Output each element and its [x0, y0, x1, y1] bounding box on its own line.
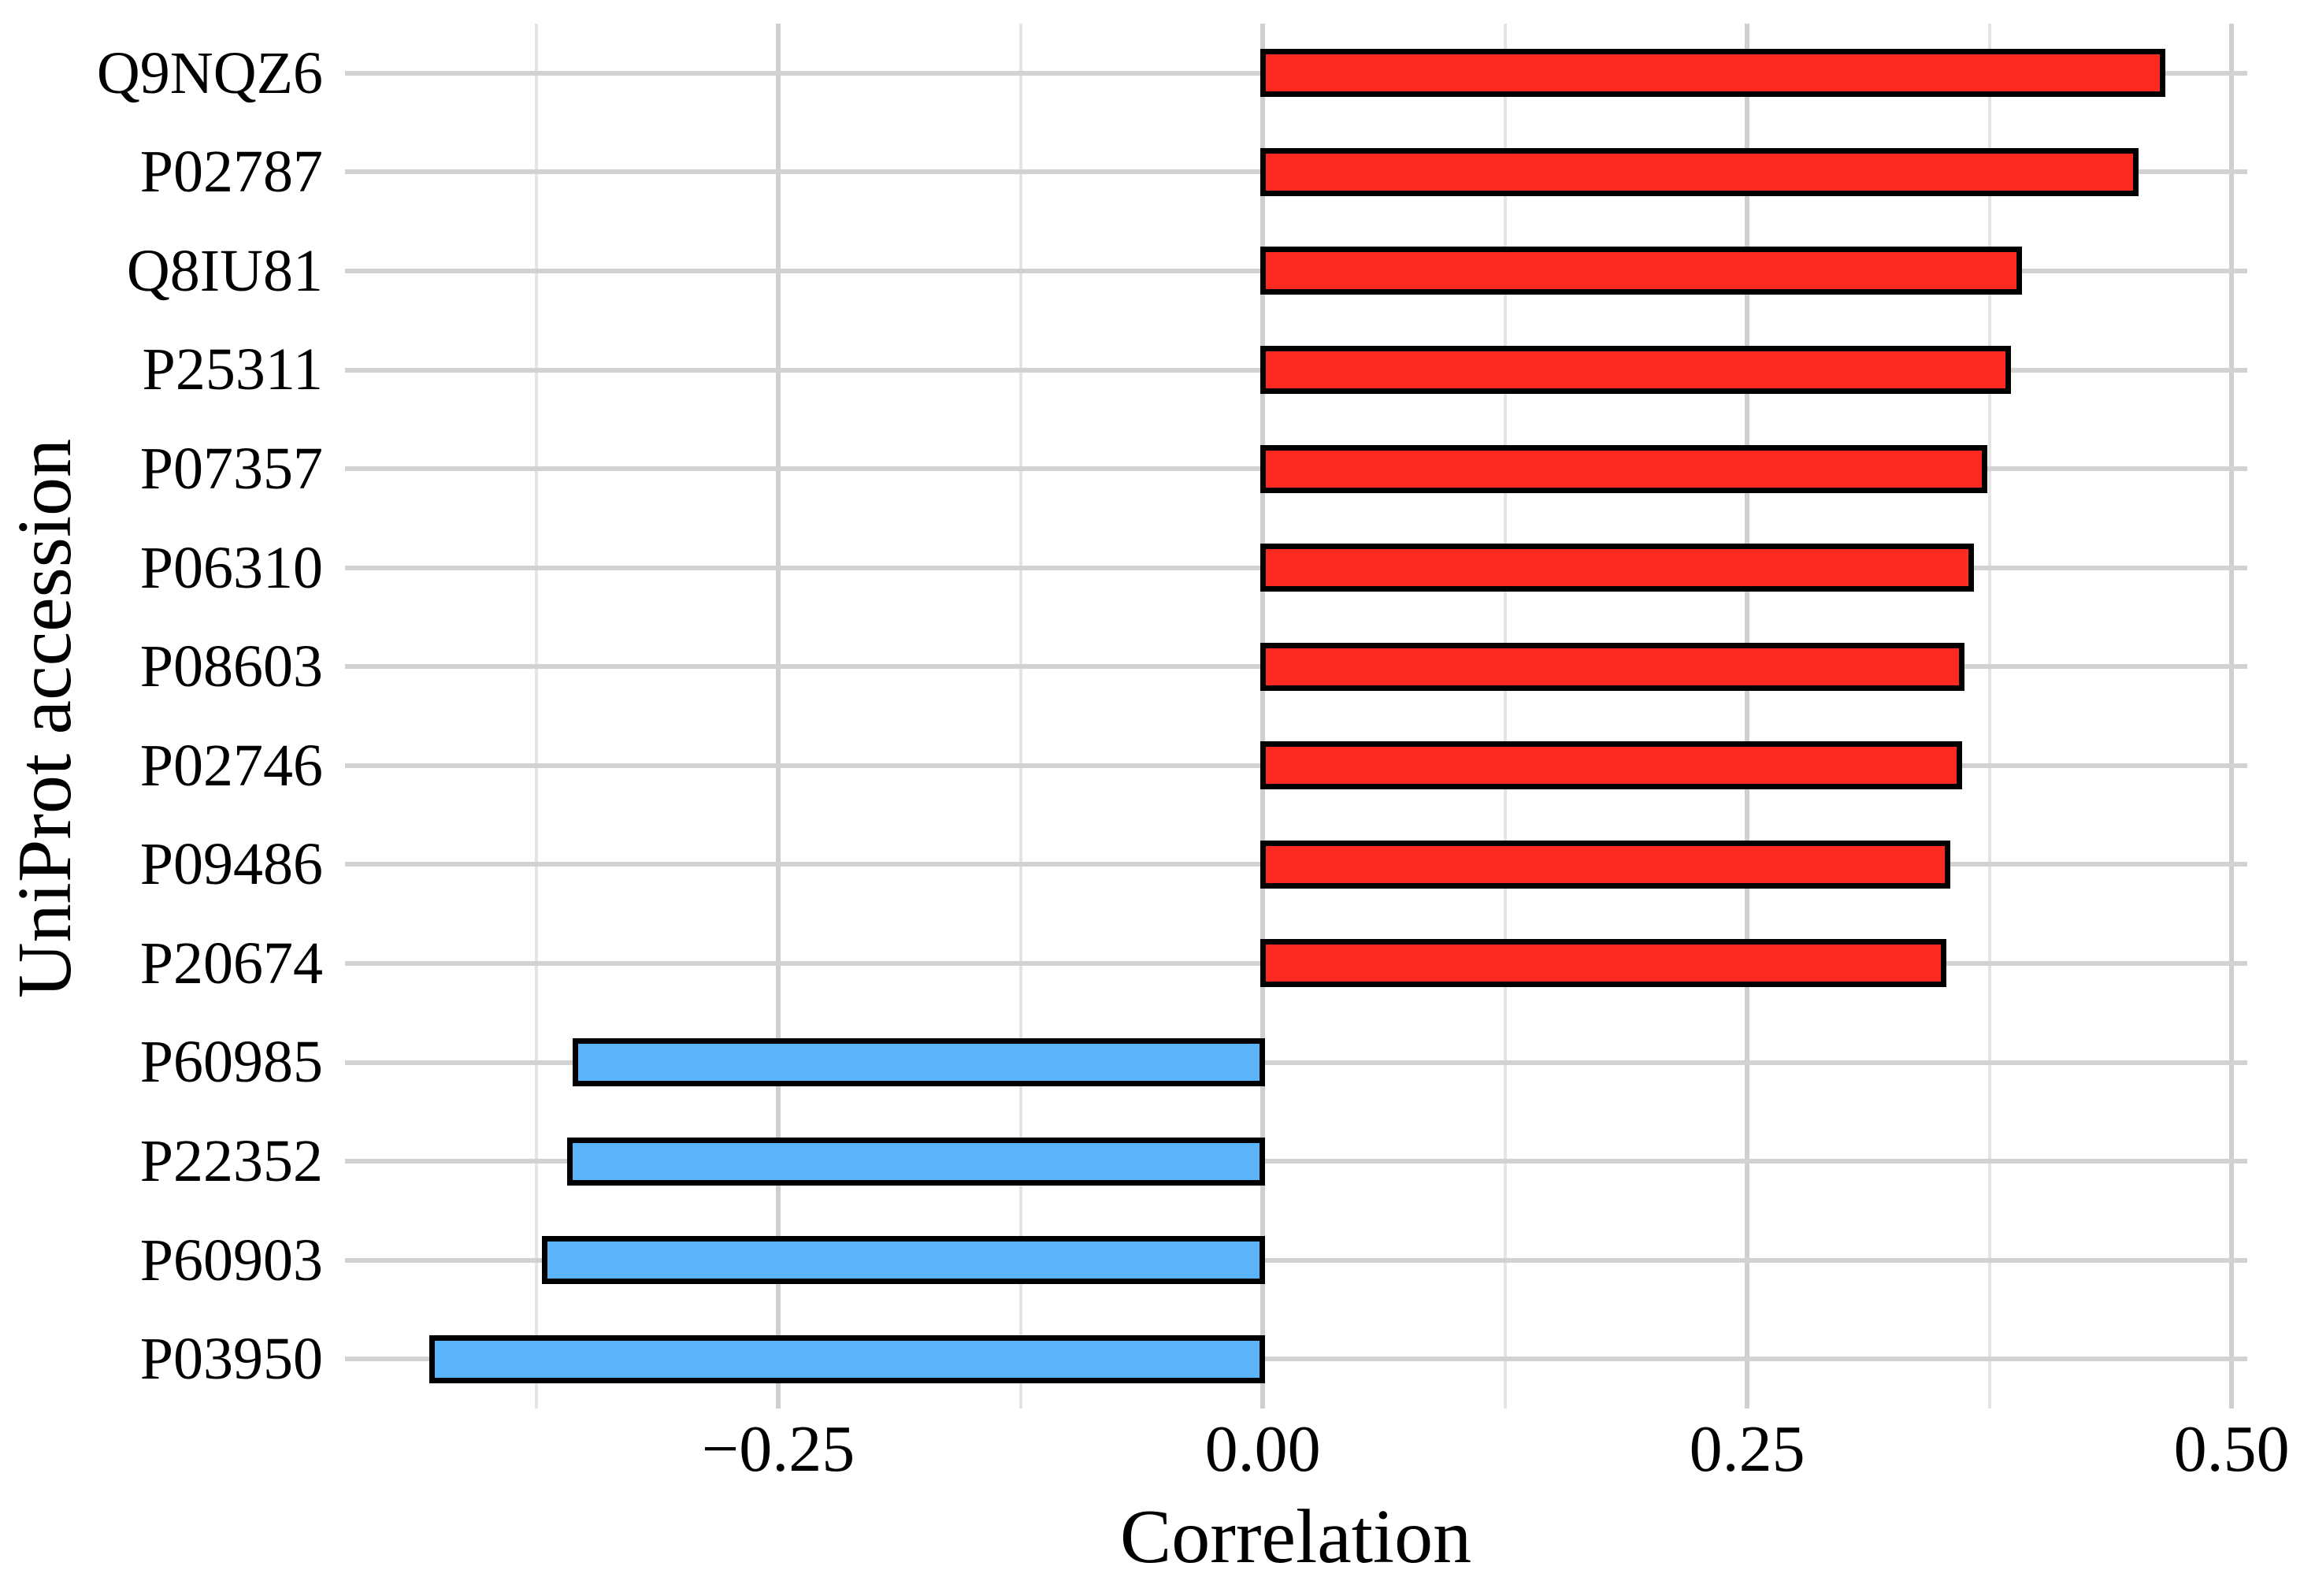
- x-tick-label-−0.25: −0.25: [701, 1412, 855, 1486]
- y-tick-label-P03950: P03950: [139, 1326, 323, 1393]
- gridline-minor-x--0.375: [534, 24, 538, 1409]
- gridline-minor-x-0.125: [1503, 24, 1507, 1409]
- gridline-row: [345, 1060, 2247, 1065]
- bar-P60903: [541, 1236, 1266, 1285]
- y-tick-label-P02787: P02787: [139, 139, 323, 206]
- bar-P60985: [573, 1038, 1266, 1086]
- y-tick-label-P06310: P06310: [139, 534, 323, 601]
- y-tick-label-P60903: P60903: [139, 1227, 323, 1294]
- bar-P09486: [1260, 840, 1951, 889]
- y-tick-label-P02746: P02746: [139, 732, 323, 799]
- gridline-row: [345, 1257, 2247, 1263]
- y-tick-label-Q9NQZ6: Q9NQZ6: [96, 39, 323, 106]
- y-tick-label-Q8IU81: Q8IU81: [126, 237, 323, 304]
- gridline-major-x-0: [1260, 24, 1266, 1409]
- gridline-major-x-0.5: [2229, 24, 2235, 1409]
- y-tick-label-P09486: P09486: [139, 831, 323, 898]
- x-axis-title: Correlation: [1119, 1494, 1472, 1579]
- x-axis-tick-labels: −0.25 0.00 0.25 0.50: [345, 1412, 2290, 1503]
- gridline-row: [345, 1159, 2247, 1164]
- y-tick-label-P25311: P25311: [142, 336, 323, 403]
- y-tick-label-P07357: P07357: [139, 436, 323, 503]
- gridline-major-x--0.25: [776, 24, 781, 1409]
- bar-P22352: [566, 1137, 1266, 1186]
- bar-Q8IU81: [1260, 247, 2023, 295]
- bar-P07357: [1260, 444, 1988, 493]
- bar-P20674: [1260, 939, 1947, 988]
- y-tick-label-P08603: P08603: [139, 633, 323, 700]
- gridline-minor-x--0.125: [1018, 24, 1022, 1409]
- y-tick-label-P20674: P20674: [139, 930, 323, 997]
- bar-P25311: [1260, 346, 2011, 394]
- y-axis-tick-labels: Q9NQZ6 P02787 Q8IU81 P25311 P07357 P06310 P086…: [0, 24, 323, 1409]
- x-tick-label-0.25: 0.25: [1689, 1412, 1805, 1486]
- gridline-row: [345, 1357, 2247, 1362]
- bar-P06310: [1260, 544, 1974, 592]
- bar-P02787: [1260, 147, 2139, 196]
- gridline-minor-x-0.375: [1987, 24, 1991, 1409]
- bar-P03950: [429, 1334, 1266, 1383]
- gridline-major-x-0.25: [1745, 24, 1750, 1409]
- bar-P08603: [1260, 642, 1964, 691]
- y-tick-label-P22352: P22352: [139, 1128, 323, 1195]
- plot-panel: [345, 24, 2247, 1409]
- bar-Q9NQZ6: [1260, 49, 2166, 98]
- x-tick-label-0.50: 0.50: [2173, 1412, 2290, 1486]
- x-tick-label-0.00: 0.00: [1204, 1412, 1321, 1486]
- y-tick-label-P60985: P60985: [139, 1029, 323, 1096]
- bar-P02746: [1260, 741, 1963, 790]
